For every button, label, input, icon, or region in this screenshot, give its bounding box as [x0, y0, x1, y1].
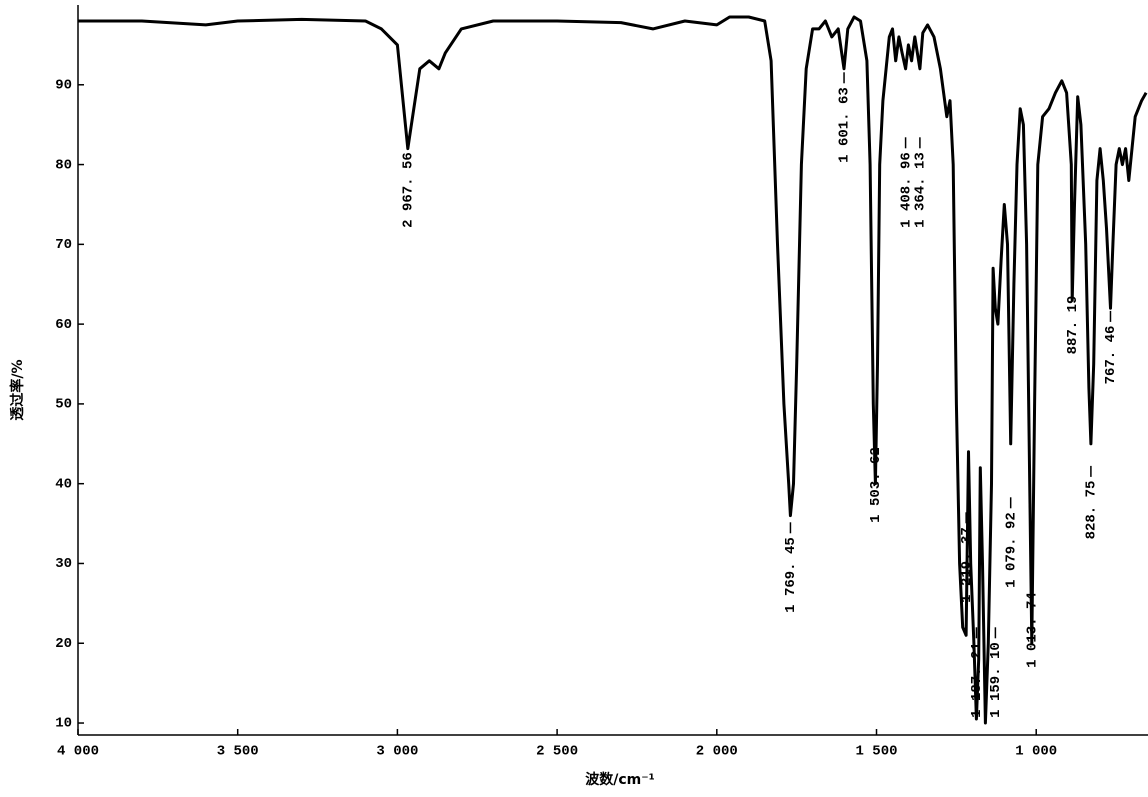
y-tick-label: 90	[55, 77, 72, 93]
y-tick-label: 70	[55, 237, 72, 253]
y-tick-label: 40	[55, 476, 72, 492]
y-tick-label: 50	[55, 397, 72, 413]
x-tick-label: 3 500	[217, 744, 259, 760]
peak-label: 828. 75	[1084, 481, 1100, 540]
x-tick-label: 1 500	[855, 744, 897, 760]
y-axis-title: 透过率/%	[9, 359, 26, 420]
x-tick-label: 1 000	[1015, 744, 1057, 760]
peak-label: 887. 19	[1065, 296, 1081, 355]
y-tick-label: 20	[55, 636, 72, 652]
spectrum-line	[78, 15, 1148, 725]
x-tick-label: 2 000	[696, 744, 738, 760]
peak-label: 1 187. 21	[969, 642, 985, 718]
x-tick-label: 4 000	[57, 744, 99, 760]
x-tick-label: 3 000	[376, 744, 418, 760]
peak-label: 767. 46	[1103, 326, 1119, 385]
x-tick-label: 2 500	[536, 744, 578, 760]
y-tick-label: 30	[55, 556, 72, 572]
peak-label: 1 013. 74	[1025, 592, 1041, 668]
y-tick-label: 10	[55, 716, 72, 732]
peak-label: 1 159. 10	[988, 642, 1004, 718]
peak-label: 1 503. 62	[868, 447, 884, 523]
y-tick-label: 80	[55, 157, 72, 173]
peak-label: 1 601. 63	[837, 87, 853, 163]
peak-label: 1 079. 92	[1003, 512, 1019, 588]
peak-label: 1 769. 45	[783, 537, 799, 613]
peak-label: 2 967. 56	[400, 152, 416, 228]
peak-label: 1 408. 96	[898, 152, 914, 228]
x-axis-title: 波数/cm⁻¹	[585, 771, 655, 788]
peak-label: 1 219. 37	[959, 527, 975, 603]
y-tick-label: 60	[55, 317, 72, 333]
peak-label: 1 364. 13	[913, 152, 929, 228]
